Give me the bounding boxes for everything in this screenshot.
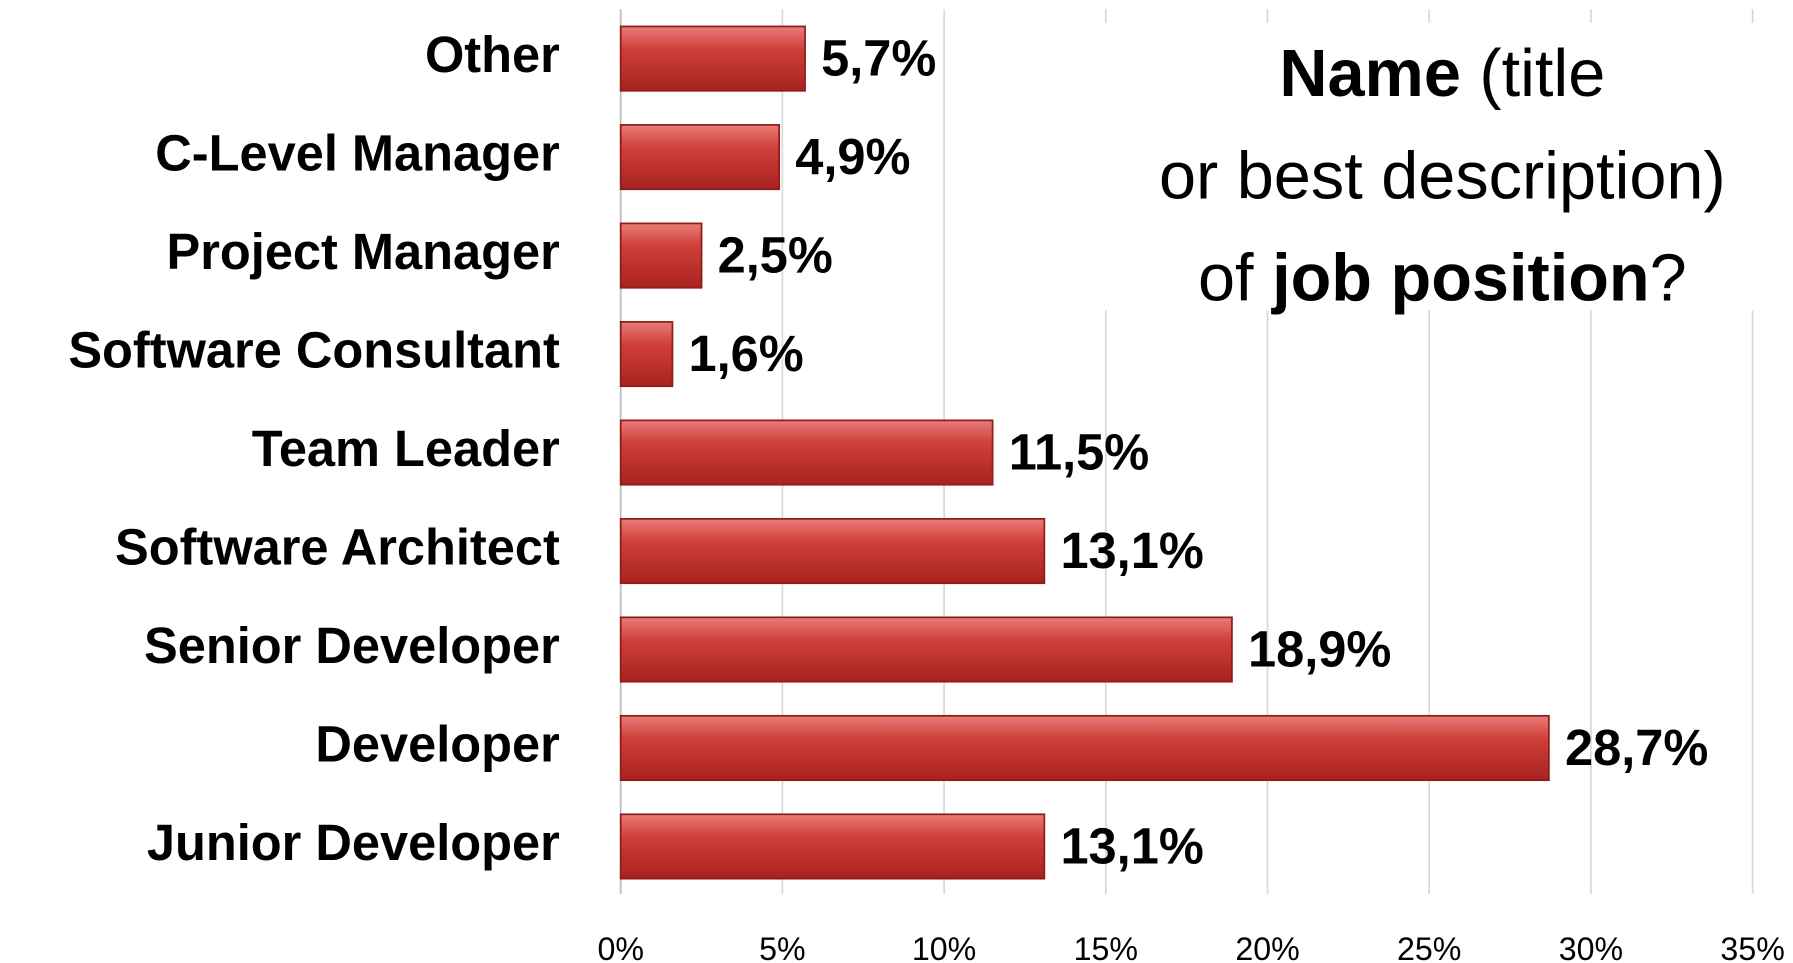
x-tick-label: 35% [1720,931,1784,963]
y-tick-label: C-Level Manager [155,124,560,181]
title-part: ? [1650,241,1687,315]
x-tick-label: 5% [759,931,805,963]
bar [619,222,703,289]
y-tick-label: Software Consultant [68,321,560,378]
bar [619,517,1046,585]
value-label: 11,5% [1009,423,1150,480]
title-part: Name [1279,37,1461,111]
value-label: 2,5% [718,226,833,283]
title-part: (title [1461,37,1605,111]
x-tick-label: 0% [597,931,643,963]
y-tick-label: Software Architect [115,518,560,575]
x-tick-label: 10% [912,931,976,963]
bar [619,419,994,486]
bar [619,124,781,191]
x-tick-label: 25% [1397,931,1461,963]
title-part: or best description) [1159,139,1726,213]
bar [619,25,806,92]
y-tick-label: Other [425,26,560,83]
value-label: 13,1% [1060,817,1203,874]
value-label: 1,6% [689,325,804,382]
value-label: 18,9% [1248,620,1391,677]
bar [619,321,674,388]
bar [619,714,1550,782]
value-label: 13,1% [1060,522,1203,579]
title-background [1103,22,1793,311]
title-part: job position [1270,241,1650,315]
bar [619,813,1046,880]
bar [619,616,1233,683]
value-label: 4,9% [795,128,910,185]
chart-title: Name (title or best description) of job po… [1159,37,1726,316]
y-tick-label: Project Manager [167,223,560,280]
value-label: 28,7% [1565,719,1708,776]
x-tick-label: 15% [1074,931,1138,963]
y-tick-label: Developer [315,715,559,772]
title-part: of [1198,241,1272,315]
y-tick-label: Senior Developer [144,617,560,674]
x-tick-label: 20% [1235,931,1299,963]
value-label: 5,7% [821,29,936,86]
x-tick-label: 30% [1559,931,1623,963]
y-tick-label: Junior Developer [147,814,560,871]
y-tick-label: Team Leader [252,420,560,477]
